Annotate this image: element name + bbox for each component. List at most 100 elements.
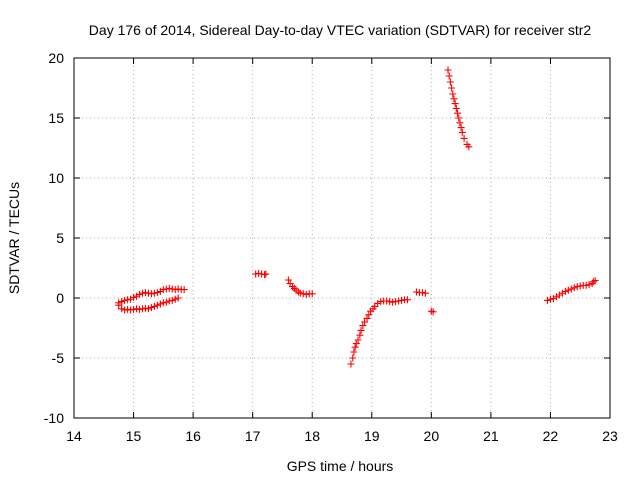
y-tick-label: 20: [48, 50, 64, 66]
data-point: [357, 326, 365, 334]
data-point: [456, 119, 464, 127]
x-axis-label: GPS time / hours: [287, 458, 394, 474]
data-point: [361, 318, 369, 326]
y-tick-label: 15: [48, 110, 64, 126]
data-point: [308, 290, 316, 298]
data-point: [180, 286, 188, 294]
data-point: [174, 294, 182, 302]
data-point: [351, 343, 359, 351]
data-point: [398, 296, 406, 304]
data-point: [171, 286, 179, 294]
data-point: [457, 124, 465, 132]
data-point: [389, 298, 397, 306]
data-point: [261, 271, 269, 279]
data-point: [168, 285, 176, 293]
data-point: [252, 270, 260, 278]
data-point: [147, 304, 155, 312]
data-point: [153, 289, 161, 297]
data-point: [165, 297, 173, 305]
data-point: [350, 348, 358, 356]
data-point: [448, 84, 456, 92]
x-tick-label: 15: [126, 428, 142, 444]
data-point: [392, 298, 400, 306]
data-point: [262, 270, 270, 278]
data-point: [352, 340, 360, 348]
data-point: [138, 289, 146, 297]
data-point: [427, 307, 435, 315]
x-tick-label: 21: [483, 428, 499, 444]
data-point: [576, 282, 584, 290]
data-point: [133, 305, 141, 313]
data-point: [147, 290, 155, 298]
data-point: [174, 285, 182, 293]
data-point: [359, 322, 367, 330]
data-point: [570, 284, 578, 292]
data-point: [162, 285, 170, 293]
x-tick-label: 18: [304, 428, 320, 444]
x-tick-label: 17: [245, 428, 261, 444]
data-point: [255, 269, 263, 277]
data-point: [404, 296, 412, 304]
data-point: [465, 143, 473, 151]
data-point: [546, 295, 554, 303]
data-point: [156, 300, 164, 308]
data-point: [299, 290, 307, 298]
data-point: [144, 305, 152, 313]
y-tick-label: -5: [52, 350, 65, 366]
data-point: [130, 305, 138, 313]
data-point: [356, 331, 364, 339]
data-point: [118, 298, 126, 306]
data-point: [418, 289, 426, 297]
y-tick-label: -10: [44, 410, 64, 426]
x-tick-label: 16: [185, 428, 201, 444]
data-point: [591, 277, 599, 285]
data-point: [371, 302, 379, 310]
data-point: [124, 296, 132, 304]
data-point: [460, 134, 468, 142]
x-tick-label: 23: [602, 428, 618, 444]
data-point: [136, 305, 144, 313]
x-tick-label: 22: [543, 428, 559, 444]
data-point: [347, 360, 355, 368]
y-tick-label: 5: [56, 230, 64, 246]
data-point: [573, 283, 581, 291]
data-point: [127, 306, 135, 314]
data-point: [452, 104, 460, 112]
data-point: [141, 289, 149, 297]
data-point: [165, 284, 173, 292]
data-point: [383, 297, 391, 305]
y-axis-label: SDTVAR / TECUs: [6, 182, 22, 294]
data-point: [118, 305, 126, 313]
data-point: [150, 302, 158, 310]
x-tick-label: 20: [424, 428, 440, 444]
data-point: [354, 336, 362, 344]
data-point: [561, 287, 569, 295]
data-point: [121, 306, 129, 314]
data-point: [302, 290, 310, 298]
data-point: [458, 128, 466, 136]
data-point: [115, 299, 123, 307]
data-point: [168, 296, 176, 304]
data-point: [150, 289, 158, 297]
data-point: [162, 298, 170, 306]
data-point: [121, 296, 129, 304]
data-point: [153, 301, 161, 309]
data-point: [141, 304, 149, 312]
data-point: [585, 281, 593, 289]
data-point: [171, 295, 179, 303]
data-point: [446, 78, 454, 86]
data-point: [130, 293, 138, 301]
data-point: [450, 95, 458, 103]
data-point: [159, 286, 167, 294]
data-point: [377, 298, 385, 306]
data-point: [296, 289, 304, 297]
data-point: [543, 296, 551, 304]
data-point: [454, 109, 462, 117]
data-point: [567, 285, 575, 293]
data-point: [395, 297, 403, 305]
chart-title: Day 176 of 2014, Sidereal Day-to-day VTE…: [89, 22, 592, 38]
x-tick-label: 19: [364, 428, 380, 444]
data-point: [365, 311, 373, 319]
data-point: [290, 284, 298, 292]
